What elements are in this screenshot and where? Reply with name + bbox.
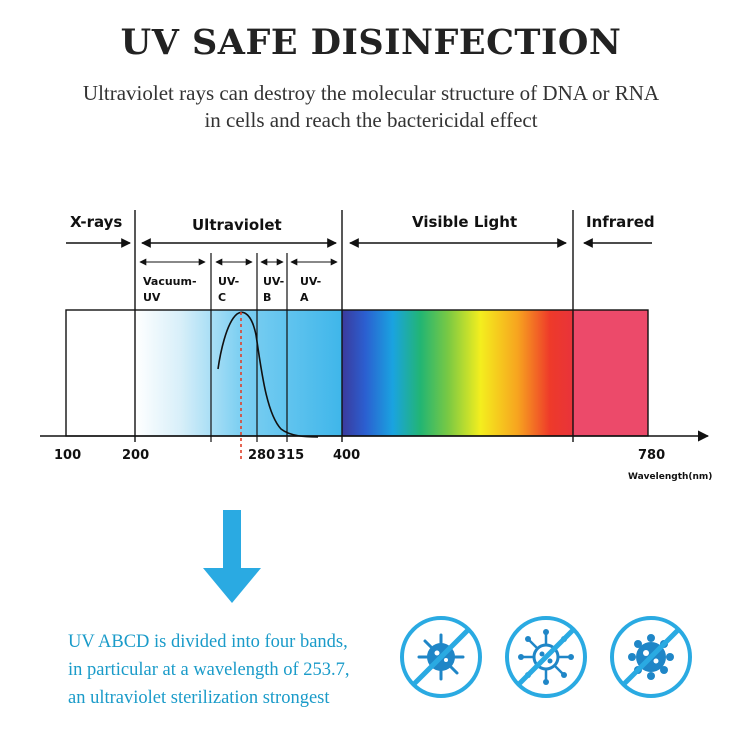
tick-780: 780	[638, 448, 665, 463]
axis-label: Wavelength(nm)	[628, 472, 712, 482]
tick-400: 400	[333, 448, 360, 463]
tick-315: 315	[277, 448, 304, 463]
uv-description: UV ABCD is divided into four bands, in p…	[68, 628, 398, 712]
band-uvc-line2: C	[218, 291, 226, 304]
desc-line-3: an ultraviolet sterilization strongest	[68, 688, 330, 708]
visible-light-label: Visible Light	[412, 213, 517, 231]
band-uva-line1: UV-	[300, 275, 321, 288]
tick-280: 280	[248, 448, 275, 463]
germicidal-curve	[217, 311, 319, 438]
band-vacuum-uv-line2: UV	[143, 291, 161, 304]
no-germ-icon	[610, 616, 692, 698]
band-uvc-line1: UV-	[218, 275, 239, 288]
uv-band	[135, 310, 342, 436]
ultraviolet-label: Ultraviolet	[192, 216, 282, 234]
down-arrow-icon	[203, 510, 261, 603]
desc-line-1: UV ABCD is divided into four bands,	[68, 632, 348, 652]
page-title: UV SAFE DISINFECTION	[120, 22, 622, 63]
band-vacuum-uv-line1: Vacuum-	[143, 275, 197, 288]
infrared-label: Infrared	[586, 213, 655, 231]
no-bacteria-icon	[400, 616, 482, 698]
tick-100: 100	[54, 448, 81, 463]
spectrum-diagram: X-rays Ultraviolet Visible Light Infrare…	[40, 210, 712, 482]
subtitle-line-1: Ultraviolet rays can destroy the molecul…	[82, 81, 660, 105]
visible-band	[342, 310, 573, 436]
band-uva-line2: A	[300, 291, 309, 304]
tick-200: 200	[122, 448, 149, 463]
no-virus-icon	[505, 616, 587, 698]
band-uvb-line1: UV-	[263, 275, 284, 288]
page-subtitle: Ultraviolet rays can destroy the molecul…	[0, 80, 742, 134]
xray-band	[66, 310, 135, 436]
subtitle-line-2: in cells and reach the bactericidal effe…	[204, 108, 538, 132]
xrays-label: X-rays	[70, 213, 122, 231]
infrared-band	[573, 310, 648, 436]
band-uvb-line2: B	[263, 291, 271, 304]
germ-icons	[400, 616, 692, 698]
desc-line-2: in particular at a wavelength of 253.7,	[68, 660, 350, 680]
